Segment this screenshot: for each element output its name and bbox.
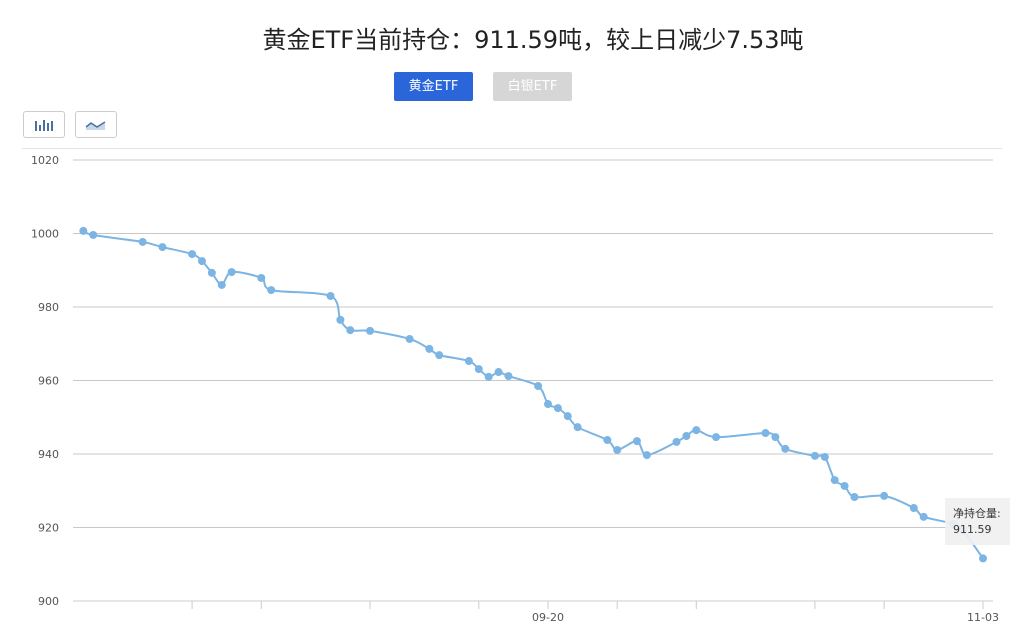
- data-point: [771, 433, 780, 442]
- tooltip-label: 净持仓量:: [953, 507, 1001, 520]
- y-tick-label: 960: [38, 375, 59, 388]
- data-point: [366, 326, 375, 335]
- data-point: [850, 492, 859, 501]
- data-point: [138, 237, 147, 246]
- tooltip-value: 911.59: [953, 523, 992, 536]
- data-point: [830, 476, 839, 485]
- data-point: [613, 445, 622, 454]
- data-point: [267, 286, 276, 295]
- data-point: [880, 491, 889, 500]
- data-point: [544, 400, 552, 409]
- data-point: [563, 412, 572, 421]
- data-point: [504, 372, 513, 381]
- x-tick-label: 09-20: [532, 611, 564, 623]
- data-point: [909, 504, 918, 513]
- x-tick-label: 11-03: [967, 611, 999, 623]
- data-point: [573, 423, 582, 432]
- data-point: [712, 433, 721, 442]
- data-point: [692, 426, 701, 435]
- data-point: [781, 444, 790, 453]
- bar-chart-icon: [35, 119, 53, 131]
- data-point: [464, 357, 473, 366]
- data-point: [534, 382, 543, 391]
- data-point: [642, 451, 651, 460]
- data-point: [79, 226, 88, 235]
- data-point: [425, 344, 434, 353]
- data-point: [158, 243, 167, 252]
- data-point: [979, 554, 987, 563]
- bar-chart-button[interactable]: [23, 111, 65, 138]
- data-point: [553, 404, 562, 413]
- data-point: [761, 429, 770, 438]
- data-point: [494, 368, 503, 377]
- data-point: [89, 230, 98, 239]
- y-tick-label: 1000: [31, 228, 59, 241]
- tab-silver-etf[interactable]: 白银ETF: [493, 72, 572, 101]
- data-point: [919, 512, 928, 521]
- tab-gold-etf[interactable]: 黄金ETF: [394, 72, 473, 101]
- y-tick-label: 940: [38, 448, 59, 461]
- data-point: [257, 273, 266, 282]
- y-tick-label: 980: [38, 301, 59, 314]
- y-tick-label: 900: [38, 595, 59, 608]
- data-point: [405, 334, 414, 343]
- data-point: [197, 257, 206, 266]
- chart-title: 黄金ETF当前持仓：911.59吨，较上日减少7.53吨: [262, 26, 804, 54]
- data-point: [810, 451, 819, 460]
- line-chart-icon: [85, 120, 106, 130]
- y-tick-label: 1020: [31, 154, 59, 167]
- data-point: [672, 437, 681, 446]
- data-point: [484, 372, 493, 381]
- data-point: [346, 326, 355, 335]
- data-point: [603, 436, 612, 445]
- data-point: [632, 437, 641, 446]
- data-point: [217, 280, 226, 289]
- data-point: [820, 452, 829, 461]
- data-point: [207, 268, 216, 277]
- data-point: [336, 315, 345, 324]
- data-point: [474, 365, 483, 374]
- line-chart-button[interactable]: [75, 111, 117, 138]
- tooltip: 净持仓量: 911.59: [945, 498, 1010, 545]
- data-point: [435, 351, 444, 360]
- data-point: [227, 268, 236, 277]
- y-tick-label: 920: [38, 522, 59, 535]
- data-point: [840, 481, 849, 490]
- data-point: [188, 250, 197, 259]
- data-point: [326, 291, 335, 300]
- data-point: [682, 431, 691, 440]
- divider: [22, 148, 1002, 149]
- series-line: [82, 230, 984, 559]
